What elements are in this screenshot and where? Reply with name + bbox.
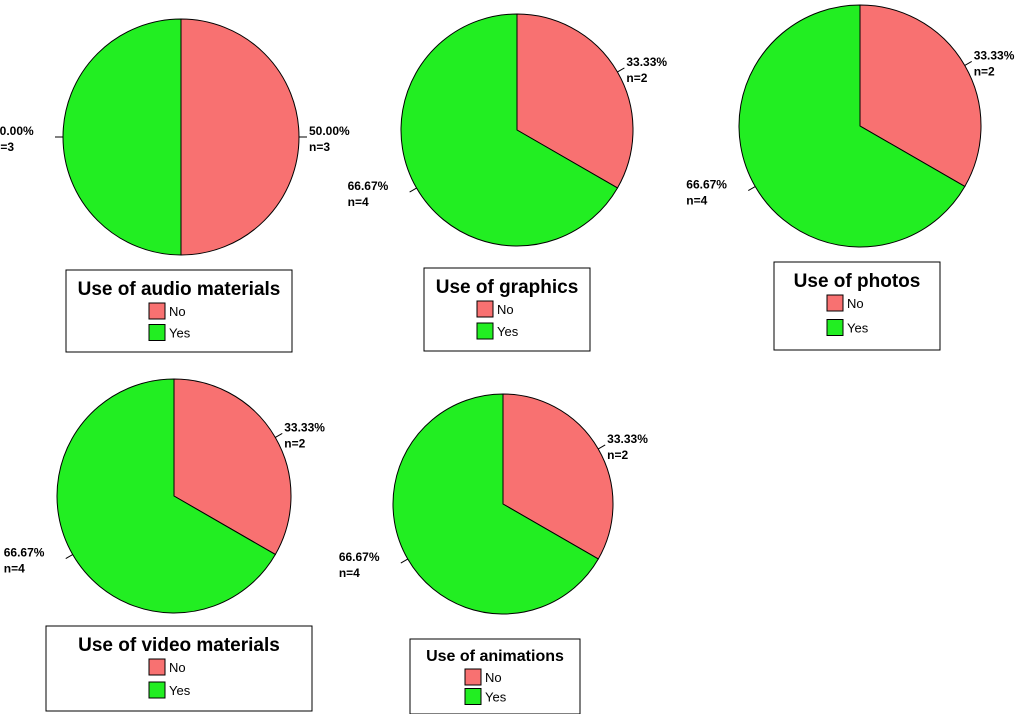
- pie-chart-5: 33.33% n=2 66.67% n=4 Use of animations No Yes: [339, 393, 648, 714]
- legend-label-no: No: [169, 660, 186, 675]
- legend-box: [409, 638, 581, 714]
- legend: Use of photos No Yes: [773, 261, 941, 351]
- percent-label: 33.33%: [626, 55, 667, 69]
- legend-box: [65, 269, 293, 353]
- legend: Use of audio materials No Yes: [65, 269, 293, 353]
- legend-swatch-no: [826, 294, 844, 312]
- pie-chart-2: 33.33% n=2 66.67% n=4 Use of graphics No Yes: [348, 13, 667, 352]
- count-label: n=4: [339, 566, 360, 580]
- leader-line: [964, 61, 972, 66]
- count-label: n=4: [4, 562, 25, 576]
- pie-chart-1: 50.00% n=3 50.00% n=3 Use of audio materials…: [0, 18, 350, 353]
- pie-chart-4: 33.33% n=2 66.67% n=4 Use of video materials…: [4, 378, 325, 712]
- percent-label: 66.67%: [4, 546, 45, 560]
- legend-label-no: No: [497, 302, 514, 317]
- count-label: n=2: [284, 436, 305, 450]
- legend-swatch-yes: [464, 688, 482, 705]
- legend-label-no: No: [485, 670, 502, 685]
- legend-swatch-yes: [148, 681, 166, 699]
- legend-title: Use of photos: [794, 271, 921, 292]
- legend-swatch-no: [476, 300, 494, 318]
- percent-label: 66.67%: [686, 178, 727, 192]
- legend-label-yes: Yes: [169, 683, 191, 698]
- count-label: n=2: [607, 448, 628, 462]
- legend: Use of animations No Yes: [409, 638, 581, 714]
- leader-line: [65, 554, 73, 559]
- pie-chart-3: 33.33% n=2 66.67% n=4 Use of photos No Yes: [686, 4, 1015, 351]
- count-label: n=2: [626, 71, 647, 85]
- legend-swatch-no: [148, 658, 166, 676]
- pie-slice-yes: [400, 13, 619, 247]
- pie-slice-yes: [392, 393, 599, 615]
- legend-title: Use of graphics: [436, 277, 579, 298]
- leader-line: [400, 558, 408, 564]
- percent-label: 33.33%: [974, 48, 1015, 62]
- legend-box: [423, 267, 591, 352]
- pie-slice-no: [173, 378, 292, 556]
- legend-swatch-no: [464, 668, 482, 686]
- count-label: n=2: [974, 64, 995, 78]
- legend-swatch-yes: [148, 324, 166, 341]
- leader-line: [598, 444, 606, 450]
- legend-label-yes: Yes: [169, 326, 191, 341]
- legend-title: Use of video materials: [78, 635, 280, 656]
- count-label: n=3: [309, 140, 330, 154]
- legend-label-yes: Yes: [485, 690, 507, 705]
- percent-label: 50.00%: [309, 124, 350, 138]
- legend-label-no: No: [169, 304, 186, 319]
- legend: Use of video materials No Yes: [45, 625, 313, 712]
- leader-line: [748, 186, 756, 191]
- percent-label: 33.33%: [607, 432, 648, 446]
- legend-title: Use of audio materials: [78, 279, 281, 300]
- legend-swatch-yes: [826, 319, 844, 336]
- percent-label: 66.67%: [348, 179, 389, 193]
- count-label: n=4: [686, 194, 707, 208]
- legend-label-no: No: [847, 296, 864, 311]
- leader-line: [409, 187, 417, 193]
- legend-swatch-yes: [476, 322, 494, 340]
- legend-label-yes: Yes: [847, 321, 869, 336]
- legend: Use of graphics No Yes: [423, 267, 591, 352]
- legend-box: [45, 625, 313, 712]
- pie-slice-no: [516, 13, 634, 189]
- legend-swatch-no: [148, 302, 166, 320]
- pie-slice-no: [502, 393, 614, 560]
- count-label: n=3: [0, 140, 14, 154]
- percent-label: 50.00%: [0, 124, 34, 138]
- percent-label: 66.67%: [339, 550, 380, 564]
- leader-line: [617, 67, 625, 73]
- leader-line: [275, 433, 283, 438]
- count-label: n=4: [348, 195, 369, 209]
- legend-label-yes: Yes: [497, 324, 519, 339]
- percent-label: 33.33%: [284, 420, 325, 434]
- pie-slice-no: [180, 18, 300, 256]
- pie-slice-yes: [738, 4, 966, 248]
- pie-slice-yes: [56, 378, 277, 614]
- pie-slice-yes: [62, 18, 182, 256]
- legend-title: Use of animations: [426, 648, 564, 665]
- legend-box: [773, 261, 941, 351]
